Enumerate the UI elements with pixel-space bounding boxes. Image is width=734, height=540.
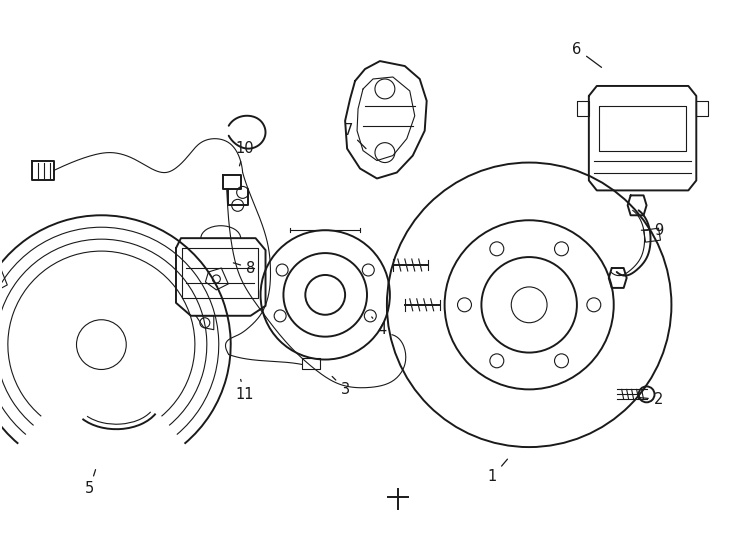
Text: 9: 9 [642, 222, 663, 238]
Text: 1: 1 [487, 459, 507, 484]
Text: 10: 10 [236, 141, 254, 166]
Text: 6: 6 [573, 42, 602, 68]
Text: 8: 8 [233, 260, 255, 275]
Text: 11: 11 [236, 380, 254, 402]
Text: 7: 7 [344, 123, 366, 148]
Text: 2: 2 [639, 392, 664, 407]
Text: 4: 4 [371, 317, 387, 337]
Text: 3: 3 [333, 376, 349, 397]
Text: 5: 5 [85, 470, 95, 496]
